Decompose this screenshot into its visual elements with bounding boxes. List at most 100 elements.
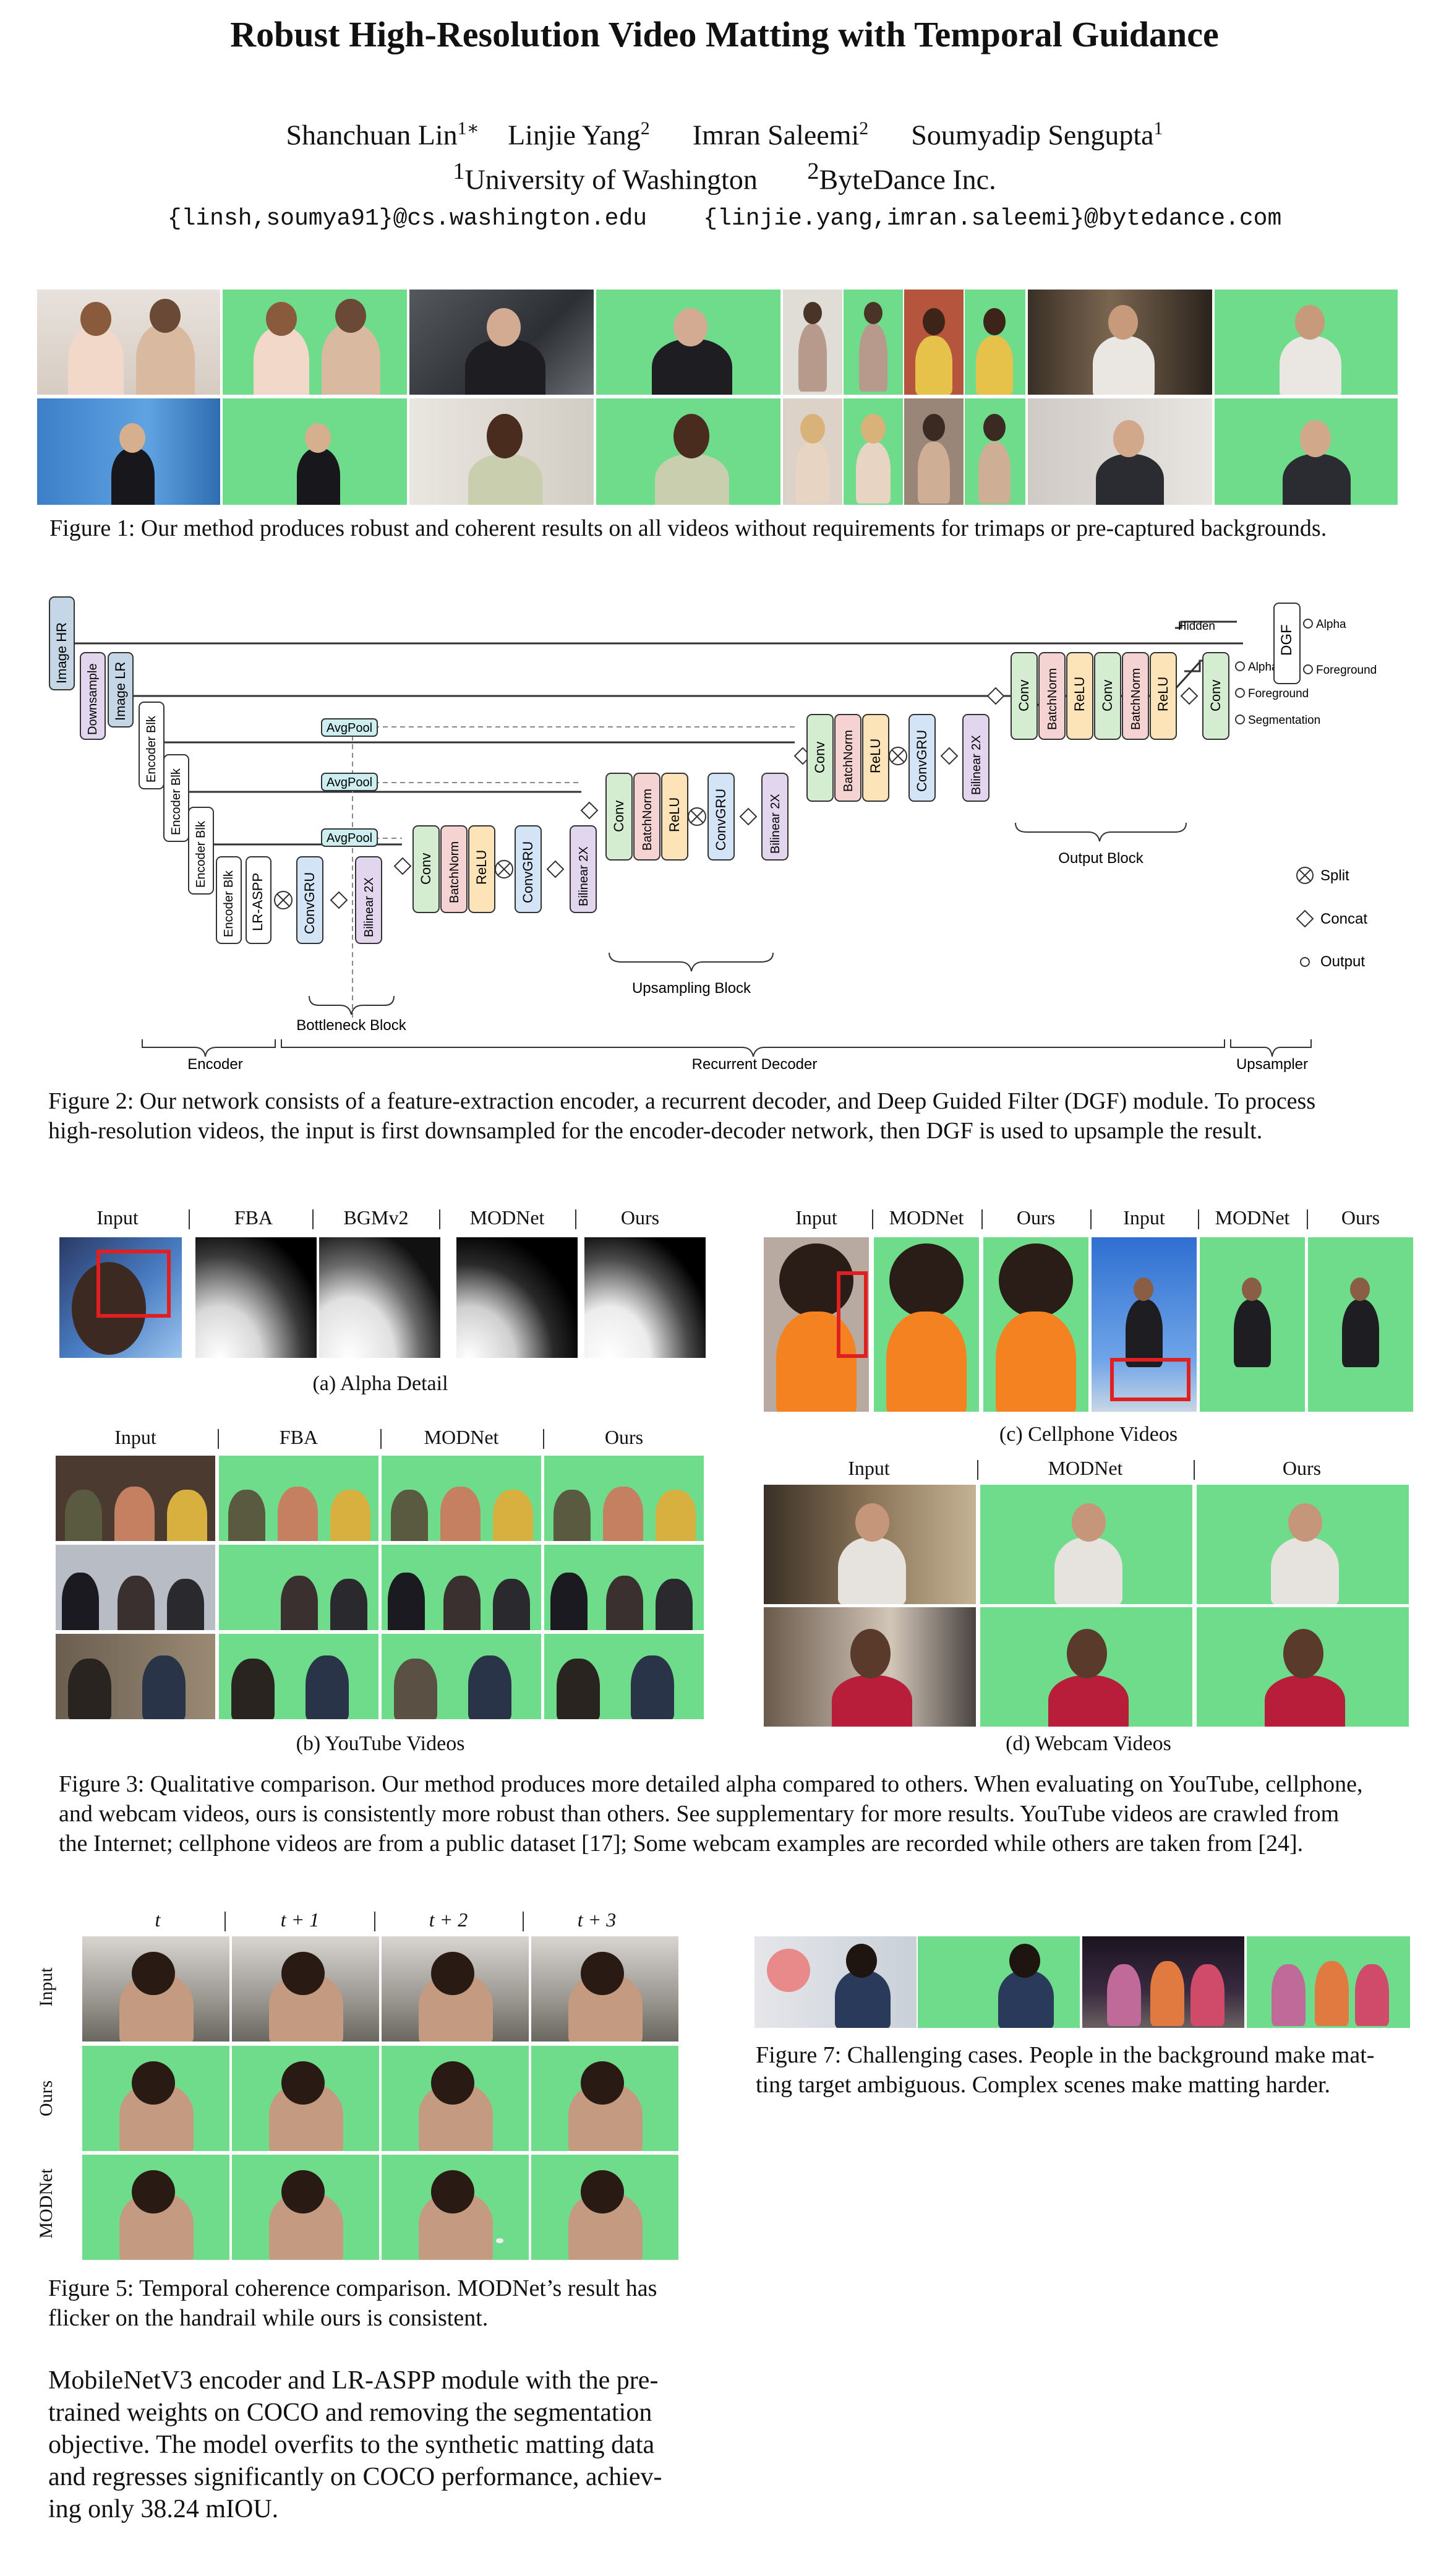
- image-hr-node: [49, 596, 75, 690]
- challenging-result-image: [1247, 1936, 1410, 2028]
- subfigure-caption: (d) Webcam Videos: [1006, 1732, 1171, 1755]
- body-line: trained weights on COCO and removing the…: [48, 2398, 652, 2427]
- temporal-ours-frame: [531, 2046, 678, 2151]
- conv-node: [412, 825, 440, 913]
- output-icon: [1303, 619, 1313, 629]
- figure5: t t + 1 t + 2 t + 3 Input Ours MODNet: [34, 1908, 683, 2267]
- batchnorm-node: [440, 825, 468, 913]
- affil-mark: 2: [807, 158, 819, 184]
- author-list: Shanchuan Lin1∗ Linjie Yang2 Imran Salee…: [0, 118, 1449, 151]
- column-header: MODNet: [1215, 1206, 1290, 1229]
- header-separator: [224, 1912, 226, 1931]
- batchnorm-node: [1038, 652, 1066, 740]
- legend-concat-icon: [1296, 909, 1314, 928]
- zoom-region: [837, 1271, 868, 1358]
- caption-line: ting target ambiguous. Complex scenes ma…: [756, 2072, 1331, 2098]
- figure1-grid: [37, 290, 1398, 505]
- affil-mark: 1: [453, 158, 465, 184]
- youtube-result-image: [219, 1634, 378, 1719]
- dgf-alpha-label: Alpha: [1316, 618, 1346, 631]
- caption-line: high-resolution videos, the input is fir…: [48, 1118, 1263, 1144]
- legend-concat-label: Concat: [1320, 911, 1367, 927]
- dgf-node: [1273, 603, 1301, 684]
- author-name: Shanchuan Lin: [286, 119, 458, 151]
- relu-label: ReLU: [868, 739, 883, 773]
- webcam-input-image: [764, 1485, 976, 1604]
- relu-label: ReLU: [1072, 677, 1087, 711]
- video-frame-input: [409, 398, 594, 505]
- output-icon: [1235, 715, 1245, 724]
- relu-label: ReLU: [1155, 677, 1171, 711]
- avgpool-label: AvgPool: [327, 721, 372, 735]
- output-block-label: Output Block: [1058, 850, 1143, 867]
- column-header: Input: [1123, 1206, 1165, 1229]
- header-separator: [981, 1209, 983, 1229]
- figure5-caption: Figure 5: Temporal coherence comparison.…: [48, 2273, 716, 2333]
- column-header: Input: [795, 1206, 837, 1229]
- zoom-region: [96, 1250, 171, 1318]
- output-alpha-label: Alpha: [1248, 661, 1278, 674]
- conv-label: Conv: [611, 801, 626, 832]
- header-separator: [1307, 1209, 1308, 1229]
- body-line: objective. The model overfits to the syn…: [48, 2431, 655, 2459]
- column-header: Input: [848, 1457, 890, 1479]
- video-frame-output: [1215, 290, 1398, 395]
- video-frame-output: [844, 290, 903, 395]
- column-header: Input: [114, 1426, 156, 1448]
- batchnorm-node: [834, 714, 861, 802]
- header-separator: [1194, 1460, 1195, 1480]
- avgpool-label: AvgPool: [327, 776, 372, 789]
- header-separator: [374, 1912, 375, 1931]
- temporal-input-frame: [531, 1936, 678, 2041]
- youtube-result-image: [382, 1545, 541, 1630]
- encoder-label: Encoder: [187, 1056, 242, 1073]
- column-header: MODNet: [889, 1206, 964, 1229]
- row-label: Ours: [36, 2080, 56, 2117]
- figure3c: Input MODNet Ours Input MODNet Ours (c) …: [764, 1206, 1413, 1454]
- video-frame-output: [223, 398, 407, 505]
- avgpool-node: [321, 828, 378, 847]
- concat-op-icon: [1180, 687, 1199, 705]
- video-frame-input: [409, 290, 594, 395]
- youtube-result-image: [544, 1634, 704, 1719]
- column-header: Ours: [1341, 1206, 1380, 1229]
- body-paragraph: MobileNetV3 encoder and LR-ASPP module w…: [48, 2364, 716, 2525]
- column-header: BGMv2: [343, 1206, 409, 1229]
- upsampler-label: Upsampler: [1236, 1056, 1308, 1073]
- convgru-label: ConvGRU: [713, 789, 729, 851]
- video-frame-output: [965, 398, 1025, 505]
- temporal-ours-frame: [82, 2046, 229, 2151]
- column-header: FBA: [234, 1206, 273, 1229]
- temporal-ours-frame: [382, 2046, 529, 2151]
- image-hr-label: Image HR: [54, 622, 69, 684]
- image-lr-label: Image LR: [113, 662, 128, 721]
- column-header: Ours: [604, 1426, 644, 1448]
- youtube-input-image: [56, 1545, 215, 1630]
- cellphone-result-image: [1200, 1237, 1305, 1412]
- concat-op-icon: [546, 860, 565, 878]
- convgru-label: ConvGRU: [520, 841, 536, 903]
- encoder-block-3: [188, 807, 214, 895]
- author-affil-mark: 1∗: [457, 118, 480, 139]
- caption-line: Figure 7: Challenging cases. People in t…: [756, 2042, 1375, 2068]
- caption-line: Figure 5: Temporal coherence comparison.…: [48, 2275, 657, 2301]
- upsampling-block-label: Upsampling Block: [632, 980, 751, 997]
- youtube-input-image: [56, 1456, 215, 1541]
- author-affil-mark: 2: [859, 118, 869, 139]
- bilinear-node: [355, 856, 382, 944]
- author-name: Soumyadip Sengupta: [911, 119, 1154, 151]
- dgf-label: DGF: [1278, 624, 1295, 656]
- concat-op-icon: [986, 687, 1005, 705]
- batchnorm-node: [1122, 652, 1149, 740]
- downsample-label: Downsample: [86, 663, 100, 735]
- figure3d: Input MODNet Ours (d) Webcam Videos: [764, 1457, 1413, 1772]
- relu-node: [1066, 652, 1093, 740]
- encoder-blk-label: Encoder Blk: [169, 768, 183, 835]
- caption-line: and webcam videos, ours is consistently …: [59, 1801, 1340, 1827]
- conv-label: Conv: [1100, 680, 1115, 711]
- avgpool-label: AvgPool: [327, 831, 372, 845]
- column-header: t + 2: [429, 1908, 468, 1931]
- body-line: and regresses significantly on COCO perf…: [48, 2463, 662, 2491]
- figure1-caption: Figure 1: Our method produces robust and…: [49, 515, 1327, 541]
- row-label: MODNet: [36, 2168, 56, 2239]
